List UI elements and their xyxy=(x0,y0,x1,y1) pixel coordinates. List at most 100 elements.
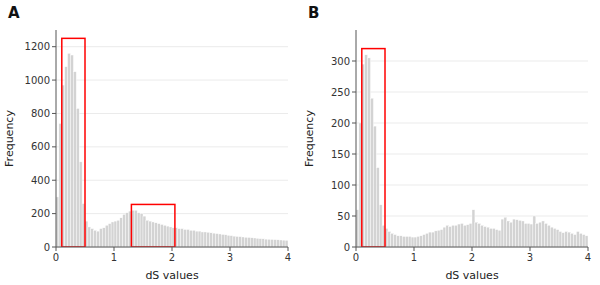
y-tick-label: 250 xyxy=(331,87,350,98)
bar xyxy=(571,233,574,247)
bar xyxy=(434,231,437,247)
y-tick xyxy=(352,216,356,217)
bar xyxy=(250,238,253,247)
x-tick-label: 3 xyxy=(527,252,533,263)
bar xyxy=(245,237,248,247)
bar xyxy=(94,230,97,247)
bar xyxy=(516,220,519,247)
y-tick xyxy=(352,154,356,155)
bar xyxy=(365,55,368,247)
x-axis-label: dS values xyxy=(145,269,199,282)
x-tick-label: 3 xyxy=(227,252,233,263)
bar xyxy=(463,225,466,247)
y-axis-line xyxy=(56,30,57,247)
bar xyxy=(379,205,382,247)
plot-area xyxy=(356,49,588,247)
bar xyxy=(239,237,242,247)
bar xyxy=(79,162,82,247)
x-tick-label: 4 xyxy=(285,252,291,263)
bar xyxy=(501,219,504,247)
bar xyxy=(556,230,559,247)
bar xyxy=(236,236,239,247)
grid-line xyxy=(56,46,288,47)
grid-line xyxy=(56,80,288,81)
bar xyxy=(218,234,221,247)
bar xyxy=(65,67,68,247)
bar xyxy=(158,224,161,247)
panel: 01234050100150200250300dS valuesFrequenc… xyxy=(303,4,591,282)
x-tick xyxy=(230,247,231,251)
bar xyxy=(460,223,463,247)
bar xyxy=(88,227,91,247)
y-tick-label: 150 xyxy=(331,149,350,160)
bar xyxy=(111,222,114,247)
bar xyxy=(539,222,542,247)
bar xyxy=(466,225,469,247)
bar xyxy=(492,228,495,247)
x-axis-label: dS values xyxy=(445,269,499,282)
x-tick-label: 0 xyxy=(353,252,359,263)
y-tick xyxy=(52,46,56,47)
bar xyxy=(376,168,379,247)
bar xyxy=(166,226,169,247)
bar xyxy=(192,230,195,247)
x-tick xyxy=(288,247,289,251)
bar xyxy=(160,224,163,247)
bar xyxy=(518,220,521,247)
y-tick xyxy=(52,113,56,114)
y-tick xyxy=(52,180,56,181)
bar xyxy=(213,233,216,247)
y-tick-label: 800 xyxy=(31,108,50,119)
grid-line xyxy=(356,92,588,93)
y-axis-label: Frequency xyxy=(303,110,316,167)
bar xyxy=(394,235,397,247)
x-tick-label: 2 xyxy=(169,252,175,263)
bar xyxy=(402,236,405,247)
y-tick-label: 600 xyxy=(31,141,50,152)
bar xyxy=(126,213,129,247)
bar xyxy=(198,231,201,247)
x-tick xyxy=(356,247,357,251)
bar xyxy=(117,220,120,247)
bar xyxy=(426,233,429,247)
y-tick-label: 100 xyxy=(331,180,350,191)
y-tick-label: 1200 xyxy=(25,41,50,52)
bar xyxy=(437,230,440,247)
bar xyxy=(68,53,71,247)
bar xyxy=(262,239,265,247)
bar xyxy=(553,228,556,247)
y-axis-line xyxy=(356,30,357,247)
bar xyxy=(521,221,524,247)
y-tick-label: 0 xyxy=(344,242,350,253)
bar xyxy=(504,217,507,247)
x-tick-label: 4 xyxy=(585,252,591,263)
bar xyxy=(91,229,94,247)
bar xyxy=(568,232,571,247)
panel-title: A xyxy=(8,4,20,22)
bar xyxy=(411,237,414,247)
bar xyxy=(562,233,565,247)
y-tick-label: 200 xyxy=(331,118,350,129)
bar xyxy=(576,232,579,248)
y-tick xyxy=(52,146,56,147)
x-tick xyxy=(414,247,415,251)
y-tick xyxy=(352,92,356,93)
y-tick xyxy=(352,185,356,186)
bar xyxy=(574,235,577,247)
bar xyxy=(233,236,236,247)
bar xyxy=(431,232,434,247)
bar xyxy=(458,224,461,247)
bar xyxy=(449,227,452,247)
bar xyxy=(495,230,498,247)
bar xyxy=(475,222,478,247)
bar xyxy=(513,219,516,247)
bar xyxy=(216,234,219,247)
x-tick xyxy=(172,247,173,251)
bar xyxy=(414,237,417,247)
bar xyxy=(391,233,394,247)
bar xyxy=(204,232,207,247)
bar xyxy=(368,58,371,247)
bar xyxy=(152,222,155,247)
bar xyxy=(73,72,76,247)
bar xyxy=(455,225,458,247)
